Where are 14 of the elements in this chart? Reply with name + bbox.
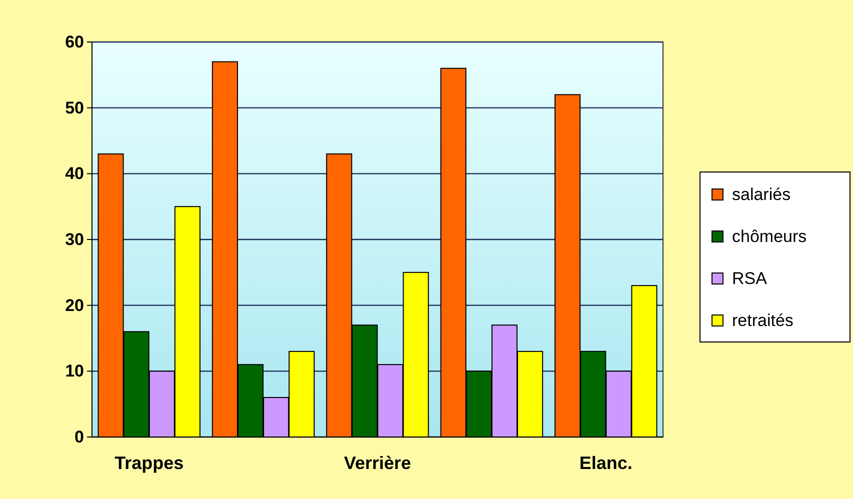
y-tick-label: 30 [65, 230, 84, 249]
legend-label: retraités [732, 311, 794, 330]
y-tick-label: 20 [65, 296, 84, 315]
y-tick-label: 0 [74, 427, 84, 446]
legend-label: RSA [732, 269, 768, 288]
y-tick-label: 60 [65, 32, 84, 52]
legend-label: salariés [732, 185, 791, 204]
x-tick-label: Trappes [114, 452, 184, 473]
y-tick-label: 10 [65, 362, 84, 381]
y-tick-label: 40 [65, 164, 84, 184]
y-tick-label: 50 [65, 98, 84, 118]
x-tick-label: Elanc. [579, 452, 632, 473]
legend-label: chômeurs [732, 227, 807, 246]
x-tick-label: Verrière [344, 452, 412, 473]
